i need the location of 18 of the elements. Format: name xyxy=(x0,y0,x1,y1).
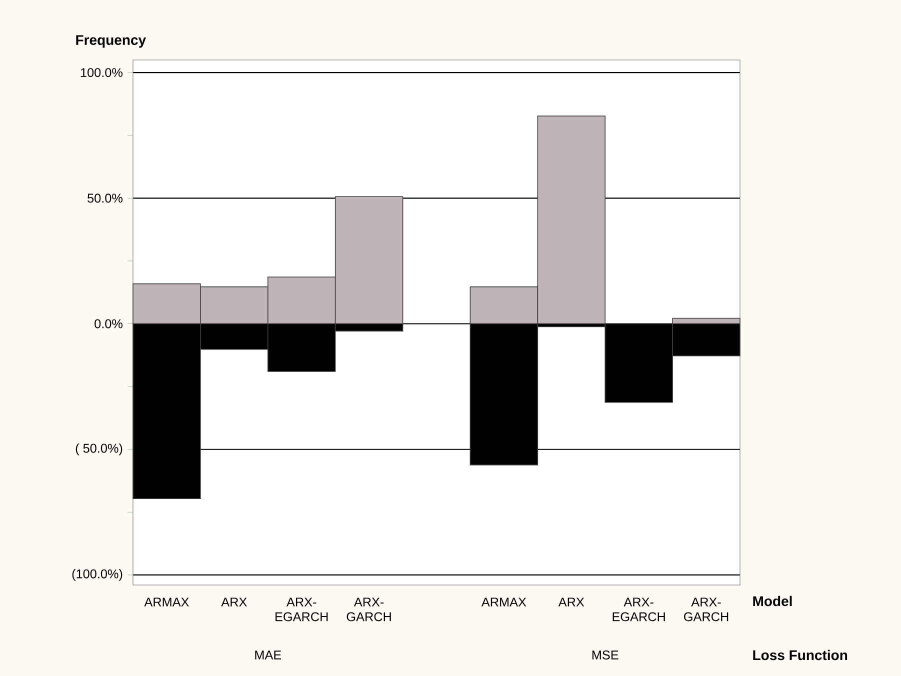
y-tick-label: 50.0% xyxy=(88,194,122,203)
x-tick-label: ARX-EGARCH xyxy=(612,598,665,622)
y-axis-title: Frequency xyxy=(76,35,146,48)
y-tick-label: 0.0% xyxy=(94,319,122,328)
text: MAE xyxy=(255,650,282,660)
x-tick-label: ARX-GARCH xyxy=(346,598,391,622)
x-axis-title: Model xyxy=(753,596,792,606)
x-tick-label: ARX xyxy=(221,598,247,606)
text: Loss Function xyxy=(753,650,848,660)
y-tick-label: (100.0%) xyxy=(72,569,122,581)
x-tick-label: ARX-EGARCH xyxy=(276,598,328,622)
y-tick-label: 100.0% xyxy=(80,68,122,78)
y-tick-label: ( 50.0%) xyxy=(76,443,122,456)
x-tick-label: ARX xyxy=(558,598,584,606)
x-tick-label: ARX-GARCH xyxy=(684,598,728,622)
text: MSE xyxy=(592,650,618,660)
x-tick-label: ARMAX xyxy=(481,598,526,606)
x-tick-label: ARMAX xyxy=(144,598,189,606)
